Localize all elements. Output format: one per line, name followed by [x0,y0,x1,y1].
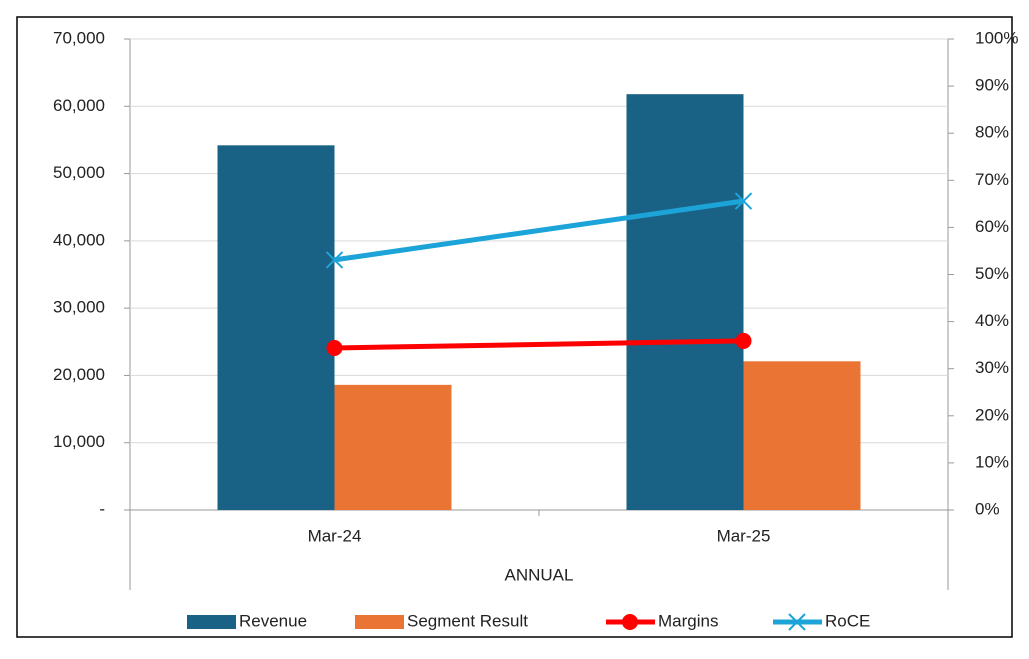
y2-tick-label: 50% [975,264,1009,283]
x-tick-label: Mar-24 [308,526,362,545]
legend-swatch [355,615,404,629]
x-tick-label: Mar-25 [717,526,771,545]
line-marker [325,251,344,269]
legend-label: RoCE [825,611,870,630]
y2-tick-label: 70% [975,170,1009,189]
y-tick-label: 20,000 [53,365,105,384]
line-marker [326,339,343,356]
bar [626,94,744,510]
line-marker [735,332,752,349]
y2-tick-label: 40% [975,311,1009,330]
legend-label: Revenue [239,611,307,630]
y2-tick-label: 0% [975,499,1000,518]
bar [743,361,861,510]
y-tick-label: 40,000 [53,230,105,249]
y2-tick-label: 10% [975,452,1009,471]
bar [217,145,335,510]
y2-tick-label: 90% [975,76,1009,95]
line-series [334,338,744,351]
y-tick-label: - [99,499,105,518]
y-tick-label: 50,000 [53,163,105,182]
line-marker [788,613,806,631]
y2-tick-label: 100% [975,28,1018,47]
y2-tick-label: 30% [975,358,1009,377]
chart-frame [16,16,1013,638]
legend-label: Segment Result [407,611,528,630]
bar [334,384,452,510]
y-tick-label: 30,000 [53,298,105,317]
y-tick-label: 10,000 [53,432,105,451]
line-marker [734,192,753,210]
y2-tick-label: 60% [975,217,1009,236]
line-series [334,198,744,263]
line-marker [622,614,638,630]
y2-tick-label: 20% [975,405,1009,424]
y2-tick-label: 80% [975,123,1009,142]
legend-label: Margins [658,611,718,630]
legend-swatch [187,615,236,629]
y-tick-label: 70,000 [53,28,105,47]
y-tick-label: 60,000 [53,96,105,115]
x-axis-title: ANNUAL [505,565,574,584]
